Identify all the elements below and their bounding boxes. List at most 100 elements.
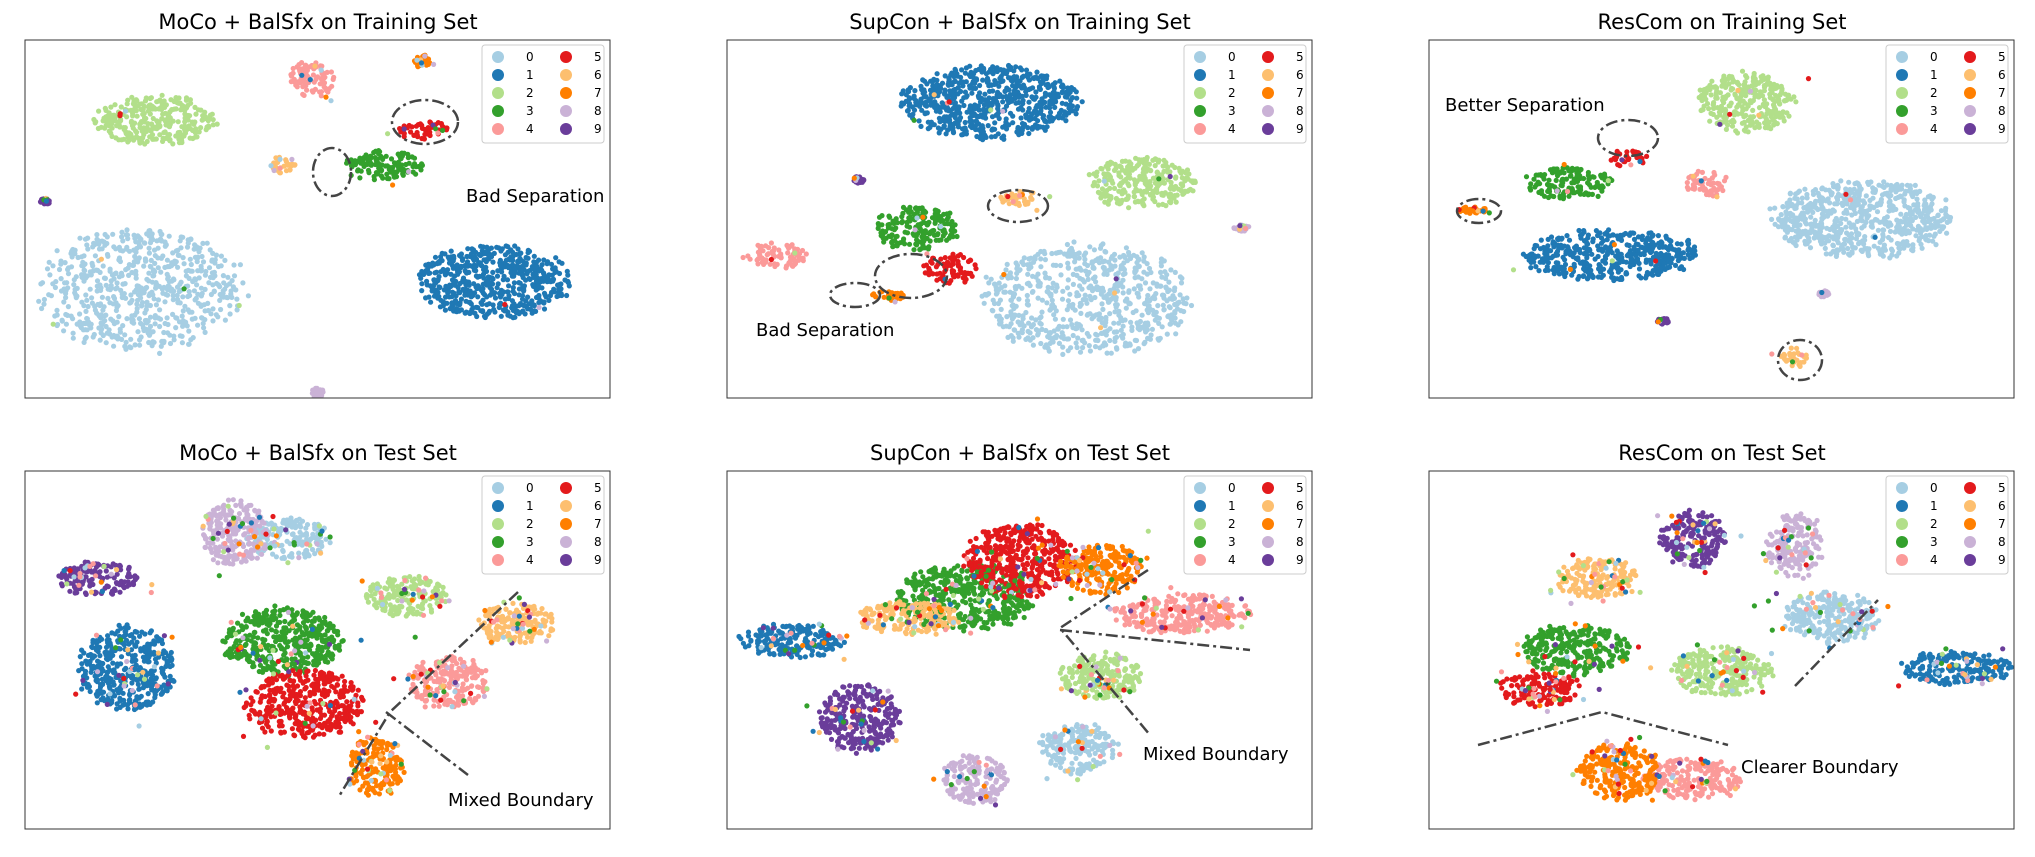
scatter-point: [1892, 229, 1898, 235]
scatter-point: [198, 266, 204, 272]
scatter-point: [1118, 164, 1124, 170]
scatter-point: [1561, 271, 1567, 277]
scatter-point: [976, 127, 982, 133]
scatter-point: [1847, 187, 1853, 193]
scatter-point: [915, 100, 921, 106]
scatter-point: [1044, 289, 1050, 295]
scatter-point: [71, 250, 77, 256]
scatter-point: [38, 281, 44, 287]
scatter-point: [921, 94, 927, 100]
scatter-point: [480, 244, 486, 250]
scatter-point: [481, 275, 487, 281]
scatter-point: [938, 223, 944, 230]
scatter-point: [107, 287, 113, 293]
scatter-point: [218, 306, 224, 313]
scatter-point: [1038, 340, 1044, 347]
scatter-point: [1139, 312, 1145, 318]
scatter-point: [101, 313, 107, 319]
scatter-point: [985, 78, 991, 84]
scatter-point: [96, 108, 102, 114]
scatter-point: [1655, 233, 1661, 239]
scatter-point: [162, 299, 168, 305]
scatter-point: [467, 309, 473, 315]
scatter-point: [952, 115, 958, 121]
scatter-point: [1077, 303, 1083, 309]
scatter-point: [150, 329, 156, 335]
scatter-point: [1116, 308, 1122, 314]
scatter-point: [132, 289, 138, 295]
scatter-point: [1018, 115, 1024, 121]
scatter-point: [478, 262, 484, 268]
scatter-point: [446, 294, 452, 300]
scatter-point: [1094, 183, 1101, 189]
scatter-point: [976, 113, 982, 120]
scatter-point: [147, 228, 153, 234]
scatter-point: [924, 103, 930, 109]
scatter-point: [1112, 257, 1118, 263]
scatter-point: [1678, 241, 1684, 247]
scatter-point: [1113, 271, 1119, 278]
scatter-point: [116, 314, 122, 320]
scatter-point: [1065, 260, 1071, 266]
scatter-point: [948, 278, 954, 284]
scatter-point: [1010, 83, 1016, 89]
scatter-point: [1016, 94, 1022, 100]
scatter-point: [1037, 86, 1043, 92]
scatter-point: [159, 116, 165, 122]
scatter-point: [988, 134, 995, 140]
scatter-point: [1912, 182, 1918, 188]
scatter-point: [427, 283, 434, 289]
scatter-point: [94, 232, 100, 238]
scatter-point: [929, 79, 936, 85]
scatter-point: [312, 388, 318, 394]
scatter-point: [467, 263, 473, 269]
scatter-point: [509, 303, 516, 309]
scatter-point: [980, 129, 987, 135]
scatter-point: [289, 156, 295, 162]
scatter-point: [417, 121, 423, 127]
scatter-point: [137, 244, 144, 250]
scatter-point: [900, 210, 906, 216]
scatter-point: [1034, 69, 1040, 75]
scatter-point: [1918, 214, 1924, 220]
scatter-point: [203, 268, 209, 275]
scatter-point: [914, 215, 920, 221]
scatter-point: [511, 270, 518, 277]
scatter-point: [546, 297, 552, 303]
scatter-point: [1915, 208, 1921, 215]
scatter-point: [944, 259, 951, 265]
scatter-point: [992, 120, 998, 126]
scatter-point: [1034, 75, 1041, 81]
scatter-point: [105, 253, 111, 259]
scatter-point: [786, 245, 792, 251]
scatter-point: [109, 117, 115, 123]
scatter-point: [119, 294, 125, 301]
legend-marker: [1262, 87, 1274, 99]
scatter-point: [1851, 203, 1858, 209]
scatter-point: [121, 136, 127, 142]
scatter-point: [225, 274, 231, 280]
scatter-point: [1898, 186, 1904, 192]
scatter-point: [1051, 94, 1057, 100]
scatter-point: [1870, 195, 1876, 201]
scatter-point: [1004, 261, 1010, 267]
scatter-point: [792, 250, 798, 256]
scatter-point: [1830, 207, 1836, 213]
scatter-point: [936, 237, 942, 243]
legend-marker: [560, 123, 572, 135]
scatter-point: [1807, 245, 1814, 251]
scatter-point: [872, 293, 879, 299]
scatter-point: [541, 306, 548, 312]
scatter-point: [56, 266, 63, 273]
scatter-point: [1067, 317, 1074, 323]
scatter-point: [1149, 326, 1155, 332]
scatter-point: [1888, 246, 1895, 252]
scatter-point: [47, 272, 53, 278]
scatter-point: [1103, 163, 1109, 169]
scatter-point: [894, 233, 900, 239]
scatter-point: [178, 245, 184, 251]
scatter-point: [210, 122, 216, 128]
scatter-point: [1046, 118, 1052, 124]
scatter-point: [291, 76, 297, 82]
scatter-point: [959, 270, 965, 276]
